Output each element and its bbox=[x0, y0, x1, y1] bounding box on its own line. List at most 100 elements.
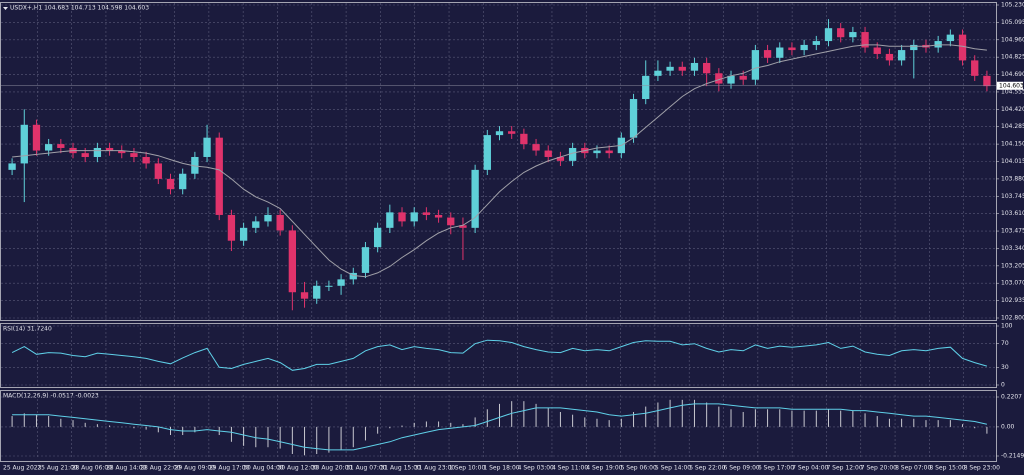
candle-body bbox=[678, 66, 686, 71]
macd-bar bbox=[767, 409, 769, 427]
y-tick-label: 102.935 bbox=[1001, 297, 1024, 304]
candle-body bbox=[361, 247, 370, 273]
x-tick-label: 4 Sep 19:00 bbox=[586, 465, 622, 472]
x-tick-label: 29 Aug 17:00 bbox=[209, 465, 250, 472]
macd-bar bbox=[840, 410, 842, 427]
macd-bar bbox=[377, 426, 379, 434]
x-tick-label: 8 Sep 15:00 bbox=[929, 465, 965, 472]
macd-bar bbox=[803, 410, 805, 427]
candle-body bbox=[690, 62, 699, 71]
candle-body bbox=[349, 272, 357, 280]
macd-bar bbox=[109, 425, 111, 427]
macd-bar bbox=[559, 411, 561, 427]
macd-bar bbox=[730, 409, 732, 427]
macd-bar bbox=[23, 413, 25, 427]
candle-body bbox=[544, 150, 552, 157]
macd-bar bbox=[279, 426, 281, 449]
candle-body bbox=[739, 75, 747, 80]
macd-bar bbox=[145, 426, 147, 430]
macd-bar bbox=[669, 399, 671, 427]
y-tick-label: 100 bbox=[1001, 323, 1013, 330]
macd-bar bbox=[572, 414, 574, 427]
y-tick-label: 30 bbox=[1001, 364, 1009, 371]
x-tick-label: 30 Aug 20:00 bbox=[312, 465, 353, 472]
macd-bar bbox=[511, 401, 513, 427]
candle-body bbox=[179, 173, 187, 190]
y-tick-label: 103.340 bbox=[1001, 245, 1024, 252]
macd-bar bbox=[170, 426, 171, 436]
candle-body bbox=[715, 73, 723, 84]
y-tick-label: 104.015 bbox=[1001, 158, 1024, 165]
pane-menu-icon[interactable] bbox=[3, 7, 8, 10]
x-tick-label: 1 Sep 10:00 bbox=[449, 465, 485, 472]
x-tick-label: 29 Aug 09:00 bbox=[175, 465, 216, 472]
macd-bar bbox=[157, 426, 159, 433]
candle-body bbox=[130, 153, 138, 157]
macd-bar bbox=[742, 411, 744, 427]
y-tick-label: 0.00 bbox=[1001, 423, 1015, 430]
candle-body bbox=[934, 41, 942, 48]
candle-body bbox=[44, 144, 53, 151]
macd-bar bbox=[584, 417, 586, 427]
macd-bar bbox=[438, 421, 440, 427]
candle-body bbox=[776, 47, 784, 58]
rsi-title: RSI(14) 31.7240 bbox=[3, 326, 52, 333]
macd-bar bbox=[462, 424, 464, 427]
candle-body bbox=[422, 212, 431, 215]
macd-bar bbox=[608, 420, 610, 427]
x-tick-label: 4 Sep 11:00 bbox=[552, 465, 588, 472]
y-tick-label: 104.150 bbox=[1001, 141, 1024, 148]
macd-bar bbox=[535, 403, 537, 427]
candle-body bbox=[727, 75, 735, 84]
macd-bar bbox=[852, 410, 854, 427]
candle-body bbox=[483, 135, 491, 170]
macd-bar bbox=[754, 409, 756, 427]
x-tick-label: 5 Sep 14:00 bbox=[655, 465, 691, 472]
candle-body bbox=[459, 225, 467, 228]
candle-body bbox=[398, 212, 406, 222]
macd-bar bbox=[340, 426, 342, 450]
macd-bar bbox=[693, 399, 695, 427]
macd-bar bbox=[876, 416, 878, 427]
candle-body bbox=[166, 178, 175, 190]
macd-bar bbox=[60, 418, 62, 427]
candle-body bbox=[983, 75, 991, 87]
macd-bar bbox=[389, 426, 391, 429]
signal-line bbox=[12, 403, 988, 451]
candle-body bbox=[154, 163, 162, 179]
y-tick-label: 105.230 bbox=[1001, 2, 1024, 9]
y-tick-label: 104.285 bbox=[1001, 123, 1024, 130]
candle-body bbox=[142, 156, 150, 164]
macd-bar bbox=[718, 406, 720, 427]
macd-bar bbox=[888, 418, 890, 427]
last-price-box bbox=[997, 81, 1023, 90]
y-tick-label: 103.205 bbox=[1001, 262, 1024, 269]
y-tick-label: 104.960 bbox=[1001, 36, 1024, 43]
macd-bar bbox=[633, 411, 635, 427]
candle-body bbox=[386, 212, 394, 228]
y-tick-label: 104.690 bbox=[1001, 71, 1024, 78]
candle-body bbox=[288, 230, 297, 293]
candle-body bbox=[885, 53, 894, 61]
candle-body bbox=[812, 41, 820, 45]
candle-body bbox=[642, 75, 650, 100]
x-tick-label: 30 Aug 04:00 bbox=[243, 465, 284, 472]
x-tick-label: 28 Aug 14:00 bbox=[106, 465, 147, 472]
candle-body bbox=[410, 212, 418, 222]
candle-body bbox=[568, 147, 577, 161]
macd-bar bbox=[230, 426, 232, 442]
macd-bar bbox=[949, 420, 951, 427]
macd-bar bbox=[937, 420, 939, 427]
y-tick-label: 104.825 bbox=[1001, 54, 1024, 61]
macd-bar bbox=[779, 409, 781, 427]
candle-body bbox=[824, 28, 833, 42]
candle-body bbox=[532, 144, 540, 151]
candle-body bbox=[276, 214, 284, 231]
macd-bar bbox=[828, 409, 829, 427]
candle-body bbox=[373, 227, 382, 248]
macd-bar bbox=[72, 420, 74, 427]
macd-bar bbox=[901, 418, 903, 427]
macd-bar bbox=[413, 422, 415, 427]
y-tick-label: -0.2149 bbox=[1001, 453, 1024, 460]
x-tick-label: 7 Sep 20:00 bbox=[861, 465, 897, 472]
